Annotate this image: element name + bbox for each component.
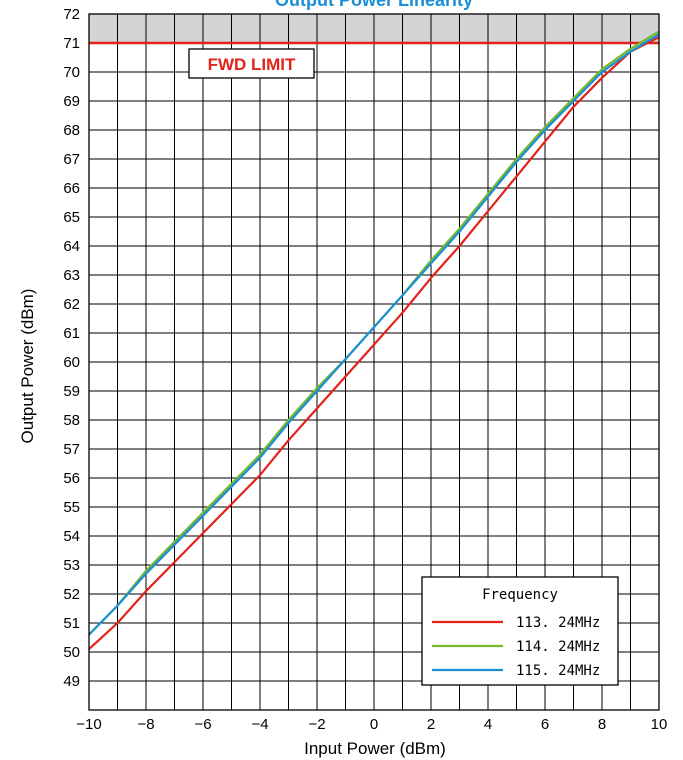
y-tick-label: 61	[63, 325, 80, 342]
y-tick-label: 49	[63, 673, 80, 690]
legend-box	[421, 576, 619, 686]
x-tick-label: 10	[651, 716, 668, 733]
y-tick-label: 67	[63, 151, 80, 168]
plot-frame	[88, 13, 660, 711]
legend-entry-label: 115. 24MHz	[516, 663, 600, 679]
legend: Frequency 113. 24MHz 114. 24MHz 115. 24MHz	[421, 576, 619, 686]
y-tick-label: 62	[63, 296, 80, 313]
legend-entry-label: 114. 24MHz	[516, 639, 600, 655]
series-line	[88, 36, 660, 650]
plot-border	[88, 13, 660, 711]
y-tick-label: 60	[63, 354, 80, 371]
x-axis-ticks: −10 −8 −6 −4 −2 0 2 4 6 8 10	[76, 716, 667, 733]
y-tick-label: 58	[63, 412, 80, 429]
y-tick-label: 51	[63, 615, 80, 632]
y-tick-label: 71	[63, 35, 80, 52]
y-tick-label: 50	[63, 644, 80, 661]
y-tick-label: 65	[63, 209, 80, 226]
x-tick-label: −8	[137, 716, 154, 733]
y-tick-label: 68	[63, 122, 80, 139]
x-tick-label: 2	[427, 716, 435, 733]
y-tick-label: 66	[63, 180, 80, 197]
chart-title: Output Power Linearity	[275, 0, 473, 10]
y-tick-label: 55	[63, 499, 80, 516]
x-axis-label: Input Power (dBm)	[304, 739, 446, 758]
y-tick-label: 54	[63, 528, 80, 545]
x-tick-label: 8	[598, 716, 606, 733]
legend-title: Frequency	[482, 587, 558, 603]
x-tick-label: 0	[370, 716, 378, 733]
fwd-limit-label: FWD LIMIT	[208, 55, 296, 74]
x-tick-label: −2	[308, 716, 325, 733]
legend-entry-label: 113. 24MHz	[516, 615, 600, 631]
y-tick-label: 59	[63, 383, 80, 400]
fwd-limit-annotation: FWD LIMIT	[188, 48, 315, 79]
y-tick-label: 64	[63, 238, 80, 255]
fwd-limit-box	[188, 48, 315, 79]
x-tick-label: −4	[251, 716, 268, 733]
series-line	[88, 33, 660, 636]
y-axis-ticks: 49 50 51 52 53 54 55 56 57 58 59 60 61 62 63 64 65 66 67 68…	[63, 6, 80, 690]
y-tick-label: 57	[63, 441, 80, 458]
x-tick-label: −6	[194, 716, 211, 733]
y-axis-label: Output Power (dBm)	[18, 289, 37, 444]
y-tick-label: 69	[63, 93, 80, 110]
x-tick-label: 4	[484, 716, 492, 733]
y-tick-label: 70	[63, 64, 80, 81]
x-tick-label: 6	[541, 716, 549, 733]
x-tick-label: −10	[76, 716, 101, 733]
y-tick-label: 53	[63, 557, 80, 574]
y-tick-label: 63	[63, 267, 80, 284]
y-tick-label: 56	[63, 470, 80, 487]
y-tick-label: 72	[63, 6, 80, 23]
y-tick-label: 52	[63, 586, 80, 603]
series-lines	[88, 30, 660, 650]
